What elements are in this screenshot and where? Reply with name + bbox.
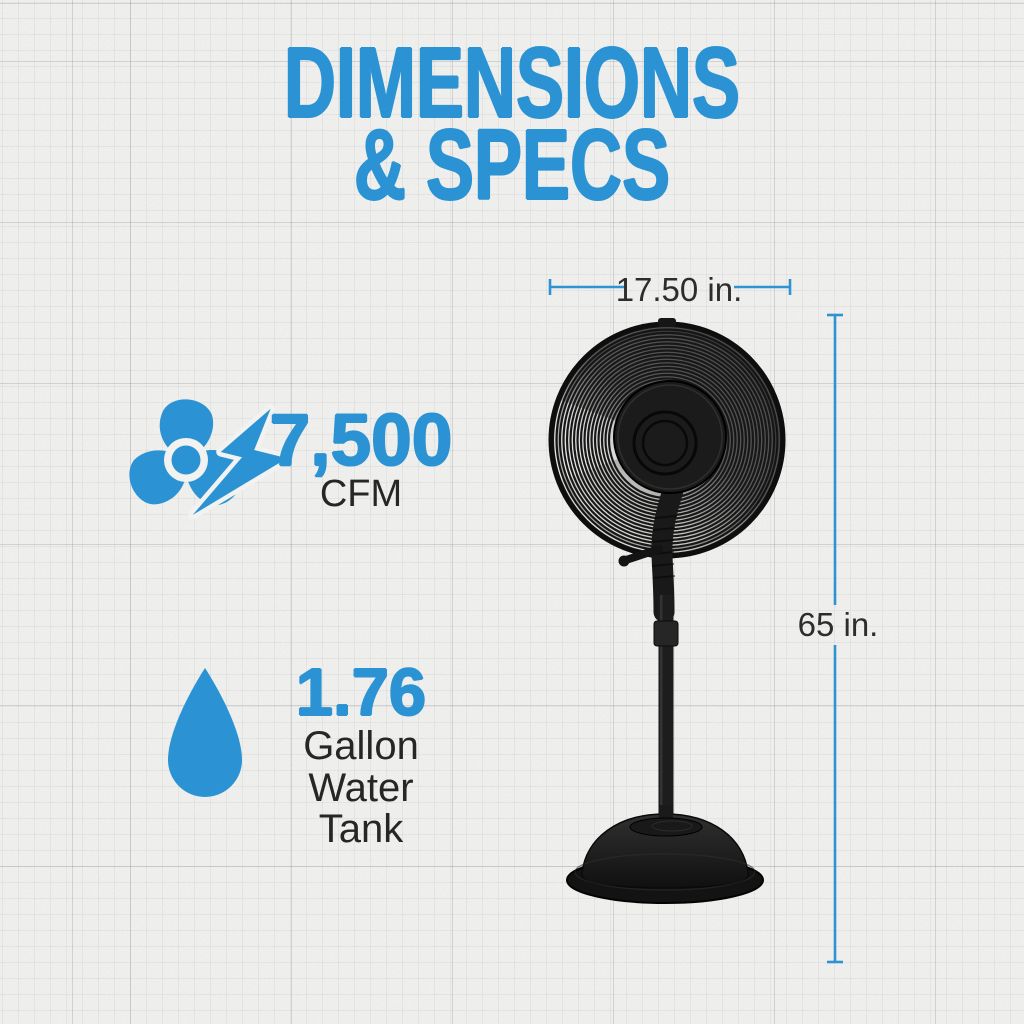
width-dimension-label: 17.50 in.	[616, 271, 743, 308]
height-dimension-label: 65 in.	[798, 606, 879, 643]
fan-hub	[613, 380, 727, 494]
tank-value: 1.76	[295, 655, 427, 730]
airflow-value: 7,500	[269, 400, 453, 481]
height-adjust-collar	[653, 620, 679, 647]
tank-unit-line1: Gallon	[303, 724, 419, 768]
pedestal-fan-illustration: 17.50 in. 65 in.	[548, 271, 879, 964]
airflow-spec: 7,500 CFM	[266, 404, 456, 513]
tank-spec: 1.76 Gallon Water Tank	[262, 659, 460, 851]
page-title-line2: & SPECS	[353, 109, 671, 221]
water-drop-icon	[168, 668, 242, 797]
page-title: DIMENSIONS & SPECS	[143, 33, 880, 221]
tank-unit-line2: Water Tank	[308, 765, 414, 852]
fan-head-top-clip	[658, 318, 676, 327]
fan-base	[566, 805, 764, 904]
fan-pole	[653, 595, 679, 835]
